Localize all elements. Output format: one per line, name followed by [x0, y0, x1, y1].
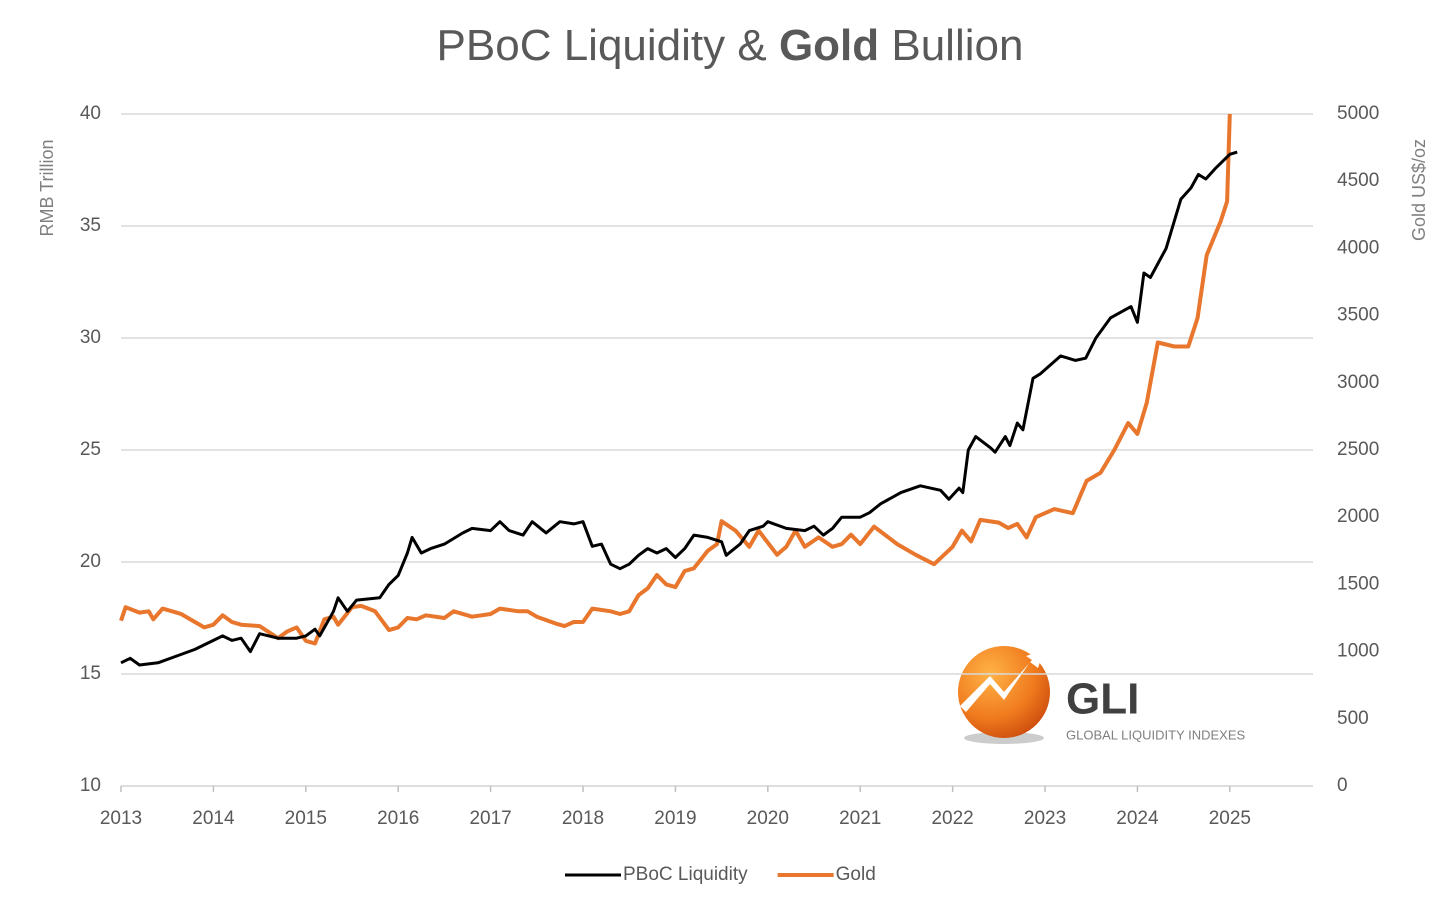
x-tick-label: 2020	[747, 808, 789, 829]
y-tick-label: 10	[80, 775, 101, 796]
x-tick-label: 2017	[469, 808, 511, 829]
y-tick-label: 40	[80, 103, 101, 124]
y2-tick-label: 4500	[1337, 170, 1379, 191]
logo-subtitle: GLOBAL LIQUIDITY INDEXES	[1066, 727, 1245, 742]
y2-tick-label: 1500	[1337, 573, 1379, 594]
y2-tick-label: 5000	[1337, 103, 1379, 124]
x-tick-label: 2021	[839, 808, 881, 829]
legend-label: Gold	[836, 864, 876, 885]
y2-tick-label: 3500	[1337, 305, 1379, 326]
series-line	[120, 150, 1238, 667]
x-tick-label: 2019	[654, 808, 696, 829]
x-tick-label: 2022	[931, 808, 973, 829]
y2-tick-label: 2500	[1337, 439, 1379, 460]
x-tick-label: 2018	[562, 808, 604, 829]
series-line	[119, 113, 1232, 646]
x-tick-label: 2015	[285, 808, 327, 829]
x-tick-label: 2023	[1024, 808, 1066, 829]
y-tick-label: 25	[80, 439, 101, 460]
y2-tick-label: 4000	[1337, 237, 1379, 258]
title-part: PBoC Liquidity &	[437, 21, 779, 70]
y2-tick-label: 1000	[1337, 641, 1379, 662]
y-tick-label: 30	[80, 327, 101, 348]
x-tick-label: 2014	[192, 808, 235, 829]
title-part: Bullion	[879, 21, 1023, 70]
x-tick-label: 2013	[100, 808, 142, 829]
y2-axis-title: Gold US$/oz	[1409, 139, 1429, 241]
chart-title: PBoC Liquidity & Gold Bullion	[437, 21, 1024, 70]
y-tick-label: 35	[80, 215, 101, 236]
logo-text: GLI	[1066, 675, 1139, 724]
logo-arrow	[960, 650, 1044, 712]
logo: GLI GLOBAL LIQUIDITY INDEXES	[958, 646, 1245, 744]
y-tick-label: 20	[80, 551, 101, 572]
y-tick-label: 15	[80, 663, 101, 684]
legend: PBoC Liquidity Gold	[565, 864, 876, 885]
y2-tick-label: 2000	[1337, 506, 1379, 527]
title-part: Gold	[779, 21, 879, 70]
x-tick-label: 2025	[1209, 808, 1251, 829]
legend-label: PBoC Liquidity	[623, 864, 748, 885]
y2-tick-label: 0	[1337, 775, 1348, 796]
x-tick-label: 2016	[377, 808, 419, 829]
y2-tick-label: 500	[1337, 708, 1369, 729]
y2-tick-label: 3000	[1337, 372, 1379, 393]
y-axis-title: RMB Trillion	[37, 139, 57, 236]
x-tick-label: 2024	[1116, 808, 1159, 829]
